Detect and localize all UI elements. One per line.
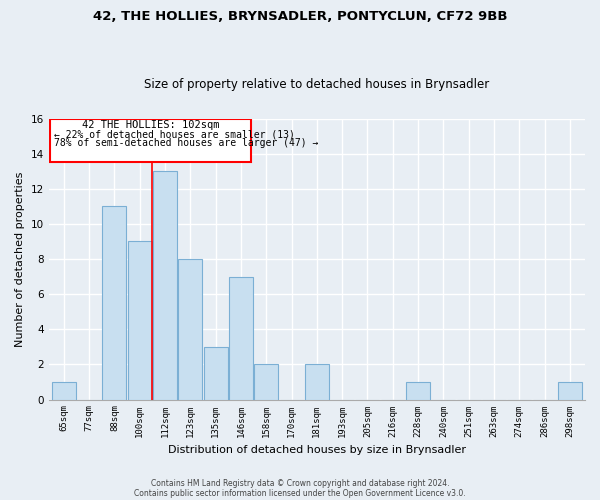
Y-axis label: Number of detached properties: Number of detached properties: [15, 172, 25, 346]
Bar: [406, 382, 430, 400]
Text: 42, THE HOLLIES, BRYNSADLER, PONTYCLUN, CF72 9BB: 42, THE HOLLIES, BRYNSADLER, PONTYCLUN, …: [93, 10, 507, 23]
Bar: [254, 364, 278, 400]
Bar: [50, 118, 251, 162]
Bar: [128, 242, 152, 400]
X-axis label: Distribution of detached houses by size in Brynsadler: Distribution of detached houses by size …: [168, 445, 466, 455]
Bar: [558, 382, 582, 400]
Text: ← 22% of detached houses are smaller (13): ← 22% of detached houses are smaller (13…: [54, 130, 295, 140]
Text: Contains HM Land Registry data © Crown copyright and database right 2024.: Contains HM Land Registry data © Crown c…: [151, 478, 449, 488]
Text: 42 THE HOLLIES: 102sqm: 42 THE HOLLIES: 102sqm: [82, 120, 219, 130]
Bar: [103, 206, 127, 400]
Bar: [305, 364, 329, 400]
Title: Size of property relative to detached houses in Brynsadler: Size of property relative to detached ho…: [144, 78, 490, 91]
Bar: [153, 171, 177, 400]
Text: Contains public sector information licensed under the Open Government Licence v3: Contains public sector information licen…: [134, 488, 466, 498]
Bar: [178, 259, 202, 400]
Bar: [52, 382, 76, 400]
Text: 78% of semi-detached houses are larger (47) →: 78% of semi-detached houses are larger (…: [54, 138, 318, 148]
Bar: [229, 276, 253, 400]
Bar: [203, 347, 227, 400]
